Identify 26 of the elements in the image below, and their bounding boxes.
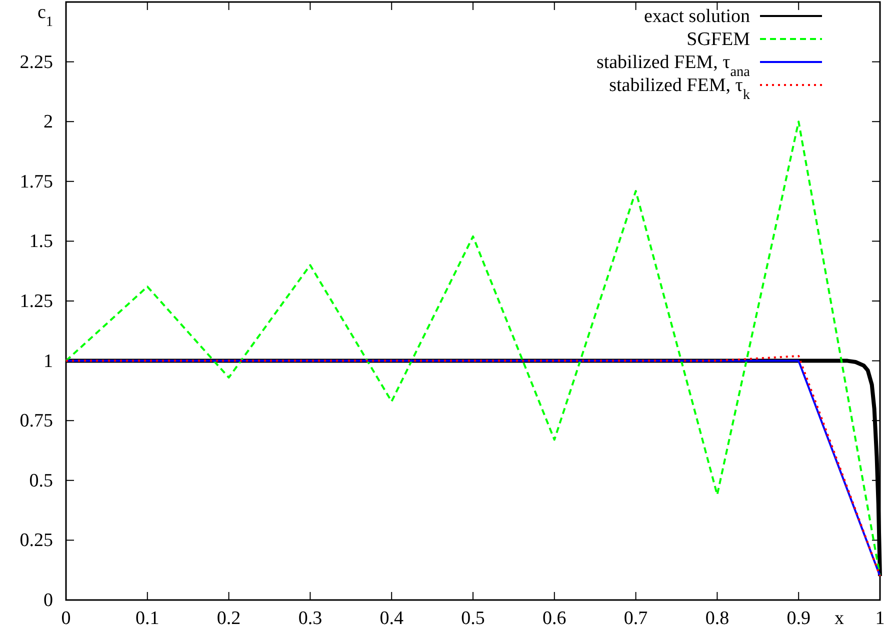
y-tick-label: 0.75 [20, 410, 53, 432]
x-tick-label: 0.9 [786, 608, 810, 629]
x-tick-label: 1 [875, 608, 885, 629]
x-axis-title: x [834, 608, 845, 629]
legend-label: stabilized FEM, τ$_{k}$ [609, 75, 751, 103]
y-tick-label: 0 [44, 590, 53, 611]
y-tick-label: 1 [44, 350, 53, 372]
legend-label: exact solution [644, 6, 750, 27]
y-axis-title: c$_{1}$ [37, 2, 53, 30]
y-tick-label: 0.25 [20, 530, 53, 552]
x-tick-label: 0.1 [136, 608, 160, 629]
x-tick-label: 0.7 [624, 608, 648, 629]
y-tick-label: 1.75 [20, 171, 53, 192]
y-tick-label: 2 [44, 112, 53, 133]
x-tick-label: 0.2 [216, 608, 241, 629]
x-tick-label: 0 [61, 608, 71, 629]
y-tick-label: 2.25 [20, 52, 53, 73]
x-tick-label: 0.3 [298, 608, 322, 629]
x-tick-label: 0.8 [705, 608, 730, 629]
y-tick-label: 1.25 [20, 291, 53, 312]
legend-label: SGFEM [686, 29, 750, 50]
y-tick-label: 0.5 [29, 470, 53, 492]
y-tick-label: 1.5 [29, 231, 53, 252]
x-tick-label: 0.6 [542, 608, 566, 629]
x-tick-label: 0.5 [461, 608, 485, 629]
x-tick-label: 0.4 [380, 608, 404, 629]
